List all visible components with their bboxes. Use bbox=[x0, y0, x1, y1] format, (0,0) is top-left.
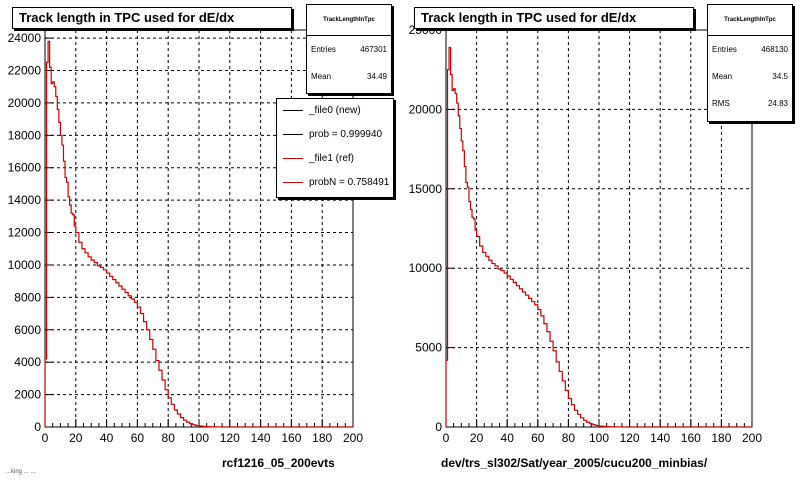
legend-label-ref: _file1 (ref) bbox=[309, 153, 355, 164]
y-tick-label: 5000 bbox=[415, 341, 442, 355]
right-stats-entries-row: Entries 468130 bbox=[708, 36, 792, 63]
y-tick-label: 0 bbox=[435, 420, 442, 434]
legend-line-prob bbox=[283, 134, 303, 135]
right-stats-name: TrackLengthInTpc bbox=[708, 5, 792, 36]
y-tick-label: 10000 bbox=[8, 258, 42, 272]
right-stats-entries-value: 468130 bbox=[761, 45, 788, 54]
x-tick-label: 80 bbox=[562, 431, 576, 445]
left-stats-mean-row: Mean 34.49 bbox=[307, 63, 391, 90]
x-tick-label: 60 bbox=[531, 431, 545, 445]
y-tick-label: 15000 bbox=[409, 182, 443, 196]
y-tick-label: 6000 bbox=[14, 323, 41, 337]
x-tick-label: 120 bbox=[220, 431, 240, 445]
histogram-line bbox=[445, 46, 752, 428]
y-tick-label: 10000 bbox=[409, 261, 443, 275]
right-stats-mean-value: 34.5 bbox=[772, 72, 788, 81]
left-chart-title: Track length in TPC used for dE/dx bbox=[12, 7, 292, 29]
right-chart-title: Track length in TPC used for dE/dx bbox=[414, 7, 694, 29]
y-tick-label: 8000 bbox=[14, 290, 41, 304]
legend-label-probn: probN = 0.758491 bbox=[309, 177, 390, 188]
x-tick-label: 180 bbox=[312, 431, 332, 445]
right-stats-rms-label: RMS bbox=[712, 99, 730, 108]
right-stats-entries-label: Entries bbox=[712, 45, 737, 54]
left-xlabel: rcf1216_05_200evts bbox=[222, 456, 335, 470]
right-stats-mean-row: Mean 34.5 bbox=[708, 63, 792, 90]
x-tick-label: 20 bbox=[470, 431, 484, 445]
y-tick-label: 16000 bbox=[8, 161, 42, 175]
right-chart: 0 20 40 60 80 100 120 140 160 180 200 0 5000 10000 150… bbox=[409, 23, 763, 445]
y-tick-label: 24000 bbox=[8, 31, 42, 45]
left-stats-mean-label: Mean bbox=[311, 72, 332, 81]
y-tick-label: 2000 bbox=[14, 388, 41, 402]
x-tick-label: 180 bbox=[711, 431, 731, 445]
left-stats-entries-label: Entries bbox=[311, 45, 336, 54]
legend-entry-prob: prob = 0.999940 bbox=[277, 123, 393, 147]
left-chart: 0 20 40 60 80 100 120 140 160 180 2000200040006000… bbox=[8, 29, 363, 445]
left-legend: _file0 (new) prob = 0.999940 _file1 (ref… bbox=[276, 98, 394, 198]
x-tick-label: 40 bbox=[501, 431, 515, 445]
y-tick-label: 0 bbox=[34, 420, 41, 434]
x-tick-label: 80 bbox=[162, 431, 176, 445]
right-xlabel: dev/trs_sl302/Sat/year_2005/cucu200_minb… bbox=[441, 456, 708, 470]
left-stats-mean-value: 34.49 bbox=[366, 72, 387, 81]
y-tick-label: 12000 bbox=[8, 226, 42, 240]
right-stats-rms-value: 24.83 bbox=[767, 99, 788, 108]
left-stats-box: TrackLengthInTpc Entries 467301 Mean 34.… bbox=[306, 4, 392, 94]
x-tick-label: 200 bbox=[742, 431, 762, 445]
x-tick-label: 100 bbox=[589, 431, 609, 445]
left-stats-entries-row: Entries 467301 bbox=[307, 36, 391, 63]
histogram-line bbox=[44, 40, 353, 428]
x-tick-label: 140 bbox=[650, 431, 670, 445]
legend-label-new: _file0 (new) bbox=[309, 105, 361, 116]
x-tick-label: 100 bbox=[189, 431, 209, 445]
x-tick-label: 0 bbox=[443, 431, 450, 445]
x-tick-label: 160 bbox=[281, 431, 301, 445]
y-tick-label: 14000 bbox=[8, 193, 42, 207]
y-tick-label: 4000 bbox=[14, 355, 41, 369]
right-stats-mean-label: Mean bbox=[712, 72, 733, 81]
left-stats-entries-value: 467301 bbox=[360, 45, 387, 54]
y-tick-label: 20000 bbox=[8, 96, 42, 110]
y-tick-label: 22000 bbox=[8, 64, 42, 78]
right-stats-box: TrackLengthInTpc Entries 468130 Mean 34.… bbox=[707, 4, 793, 122]
left-stats-name: TrackLengthInTpc bbox=[307, 5, 391, 36]
footer-text: ...king ... ... bbox=[6, 469, 36, 475]
right-stats-rms-row: RMS 24.83 bbox=[708, 90, 792, 117]
legend-entry-probn: probN = 0.758491 bbox=[277, 171, 393, 195]
x-tick-label: 20 bbox=[69, 431, 83, 445]
legend-line-probn bbox=[283, 182, 303, 183]
legend-line-ref bbox=[283, 158, 303, 159]
legend-entry-ref: _file1 (ref) bbox=[277, 147, 393, 171]
x-tick-label: 40 bbox=[100, 431, 114, 445]
x-tick-label: 140 bbox=[251, 431, 271, 445]
x-tick-label: 160 bbox=[681, 431, 701, 445]
legend-line-new bbox=[283, 110, 303, 111]
x-tick-label: 60 bbox=[131, 431, 145, 445]
y-tick-label: 20000 bbox=[409, 102, 443, 116]
x-tick-label: 200 bbox=[343, 431, 363, 445]
x-tick-label: 120 bbox=[620, 431, 640, 445]
legend-entry-new: _file0 (new) bbox=[277, 99, 393, 123]
x-tick-label: 0 bbox=[42, 431, 49, 445]
legend-label-prob: prob = 0.999940 bbox=[309, 129, 383, 140]
y-tick-label: 18000 bbox=[8, 128, 42, 142]
